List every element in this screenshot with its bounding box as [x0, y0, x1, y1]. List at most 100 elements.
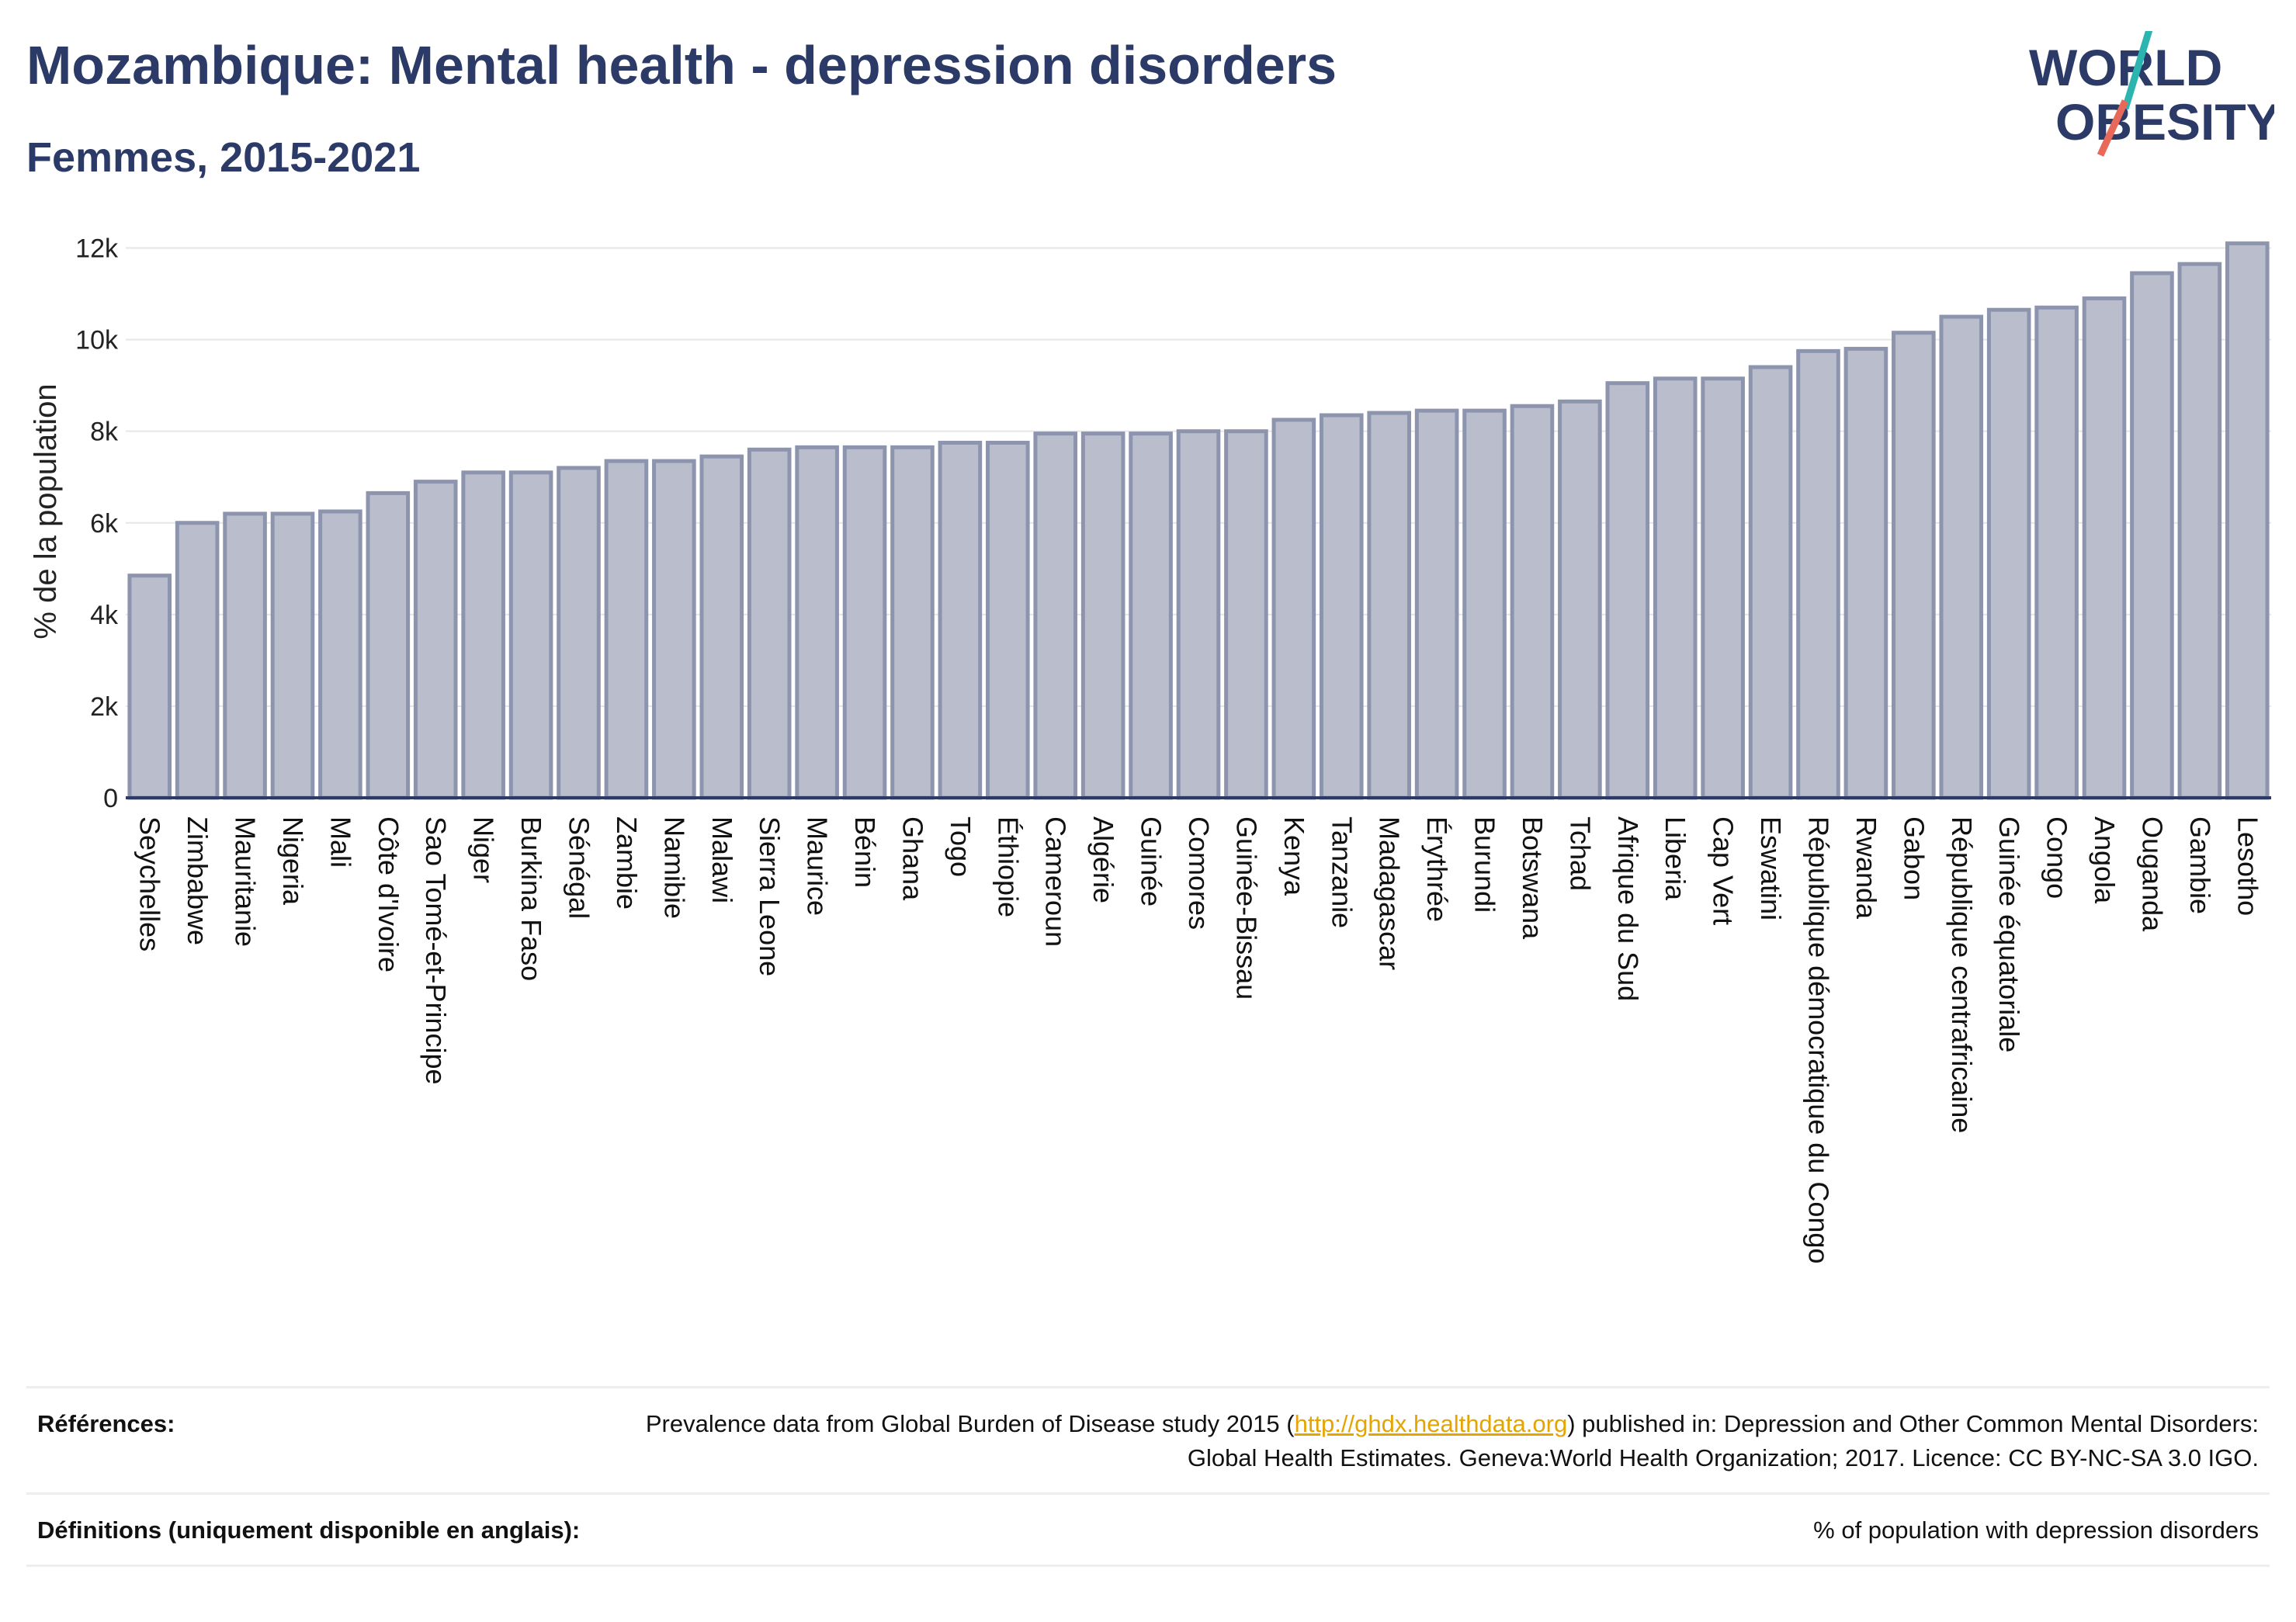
references-link[interactable]: http://ghdx.healthdata.org — [1294, 1410, 1568, 1437]
logo-word-world: WORLD — [2029, 39, 2222, 96]
bar — [1986, 307, 2031, 800]
bar — [890, 445, 935, 800]
bar — [604, 459, 649, 800]
y-tick-label: 8k — [90, 418, 119, 447]
bar — [795, 445, 839, 800]
bar — [1367, 411, 1411, 800]
x-tick-label: Sao Tomé-et-Principe — [420, 816, 452, 1085]
x-tick-label: Mali — [324, 816, 356, 868]
y-tick-label: 2k — [90, 692, 119, 722]
bar — [508, 470, 553, 800]
x-tick-label: Gabon — [1898, 816, 1930, 900]
y-tick-label: 0 — [103, 784, 118, 813]
x-tick-label: Gambie — [2184, 816, 2216, 914]
bar — [1605, 381, 1650, 800]
definitions-label: Définitions (uniquement disponible en an… — [37, 1516, 581, 1544]
x-tick-label: Malawi — [706, 816, 738, 903]
bar — [1748, 365, 1793, 800]
bar-chart: 0 2k 4k 6k 8k 10k 12k % de la population Seychel… — [29, 234, 2271, 1263]
logo-slash-teal — [2121, 31, 2153, 110]
x-tick-label: Mauritanie — [230, 816, 262, 947]
page-subtitle: Femmes, 2015-2021 — [26, 134, 421, 181]
bar — [1892, 331, 1936, 800]
x-tick-label: Niger — [468, 816, 500, 883]
references-label: Références: — [37, 1410, 175, 1437]
x-tick-label: Congo — [2041, 816, 2073, 899]
bar — [127, 574, 172, 800]
bar — [652, 459, 696, 800]
x-tick-label: Érythrée — [1421, 816, 1453, 922]
x-tick-label: Cap Vert — [1708, 816, 1739, 925]
x-tick-label: République démocratique du Congo — [1802, 816, 1834, 1263]
x-tick-label: Algérie — [1087, 816, 1119, 903]
x-tick-label: République centrafricaine — [1946, 816, 1978, 1133]
bar — [557, 466, 601, 800]
x-tick-label: Lesotho — [2232, 816, 2263, 916]
bar — [1462, 408, 1507, 800]
logo-slash-coral — [2097, 99, 2129, 157]
bar — [270, 511, 315, 800]
bar — [2225, 241, 2270, 800]
bar — [1319, 413, 1364, 800]
x-tick-label: Ghana — [897, 816, 928, 901]
x-tick-label: Côte d'Ivoire — [373, 816, 404, 972]
x-tick-label: Cameroun — [1040, 816, 1072, 947]
bar — [461, 470, 505, 800]
x-tick-label: Botswana — [1517, 816, 1549, 940]
world-obesity-logo: WORLD OBESITY — [2029, 31, 2274, 157]
references-row: Références: Prevalence data from Global … — [26, 1386, 2270, 1492]
bar — [2034, 305, 2079, 800]
y-tick-label: 12k — [75, 234, 119, 264]
y-tick-label: 6k — [90, 509, 119, 539]
page-title: Mozambique: Mental health - depression d… — [26, 35, 1337, 95]
bar — [2177, 262, 2222, 800]
x-tick-label: Maurice — [802, 816, 834, 916]
x-tick-label: Angola — [2089, 816, 2121, 904]
bar — [2130, 271, 2174, 800]
x-tick-label: Tanzanie — [1326, 816, 1358, 928]
bar — [1224, 429, 1268, 800]
x-tick-label: Bénin — [849, 816, 881, 888]
bar — [747, 447, 792, 800]
bar — [175, 521, 220, 800]
bar — [986, 440, 1030, 800]
bar — [1414, 408, 1459, 800]
x-tick-label: Zimbabwe — [182, 816, 213, 945]
logo-word-obesity: OBESITY — [2055, 93, 2274, 151]
x-tick-label: Kenya — [1278, 816, 1310, 896]
definitions-row: Définitions (uniquement disponible en an… — [26, 1492, 2270, 1567]
bar — [1653, 376, 1698, 800]
x-tick-label: Zambie — [611, 816, 643, 910]
x-tick-label: Tchad — [1564, 816, 1596, 891]
bar — [1510, 404, 1555, 800]
bar — [1271, 418, 1316, 800]
bar — [1033, 431, 1078, 800]
bar — [1129, 431, 1173, 800]
x-tick-label: Guinée — [1136, 816, 1167, 906]
x-tick-label: Rwanda — [1850, 816, 1882, 920]
x-tick-label: Togo — [945, 816, 976, 877]
y-axis-label: % de la population — [29, 383, 63, 639]
bar — [1080, 431, 1125, 800]
references-table: Références: Prevalence data from Global … — [26, 1386, 2270, 1567]
bar — [2082, 296, 2127, 800]
x-tick-label: Comores — [1183, 816, 1215, 930]
x-tick-label: Guinée équatoriale — [1993, 816, 2025, 1052]
definitions-text: % of population with depression disorder… — [1813, 1516, 2259, 1544]
x-tick-label: Éthiopie — [992, 816, 1024, 917]
x-tick-label: Liberia — [1660, 816, 1691, 901]
bar — [318, 509, 362, 800]
x-tick-label: Burkina Faso — [515, 816, 547, 981]
bar — [938, 440, 983, 800]
references-text: Prevalence data from Global Burden of Di… — [629, 1407, 2259, 1475]
bar — [842, 445, 887, 800]
bar — [1796, 348, 1840, 800]
x-tick-label: Guinée-Bissau — [1230, 816, 1262, 1000]
y-tick-label: 4k — [90, 601, 119, 630]
x-tick-label: Ouganda — [2136, 816, 2168, 932]
bar — [699, 454, 744, 800]
x-tick-label: Burundi — [1469, 816, 1501, 913]
bar — [1701, 376, 1745, 800]
y-tick-label: 10k — [75, 326, 119, 355]
bar — [366, 490, 411, 800]
